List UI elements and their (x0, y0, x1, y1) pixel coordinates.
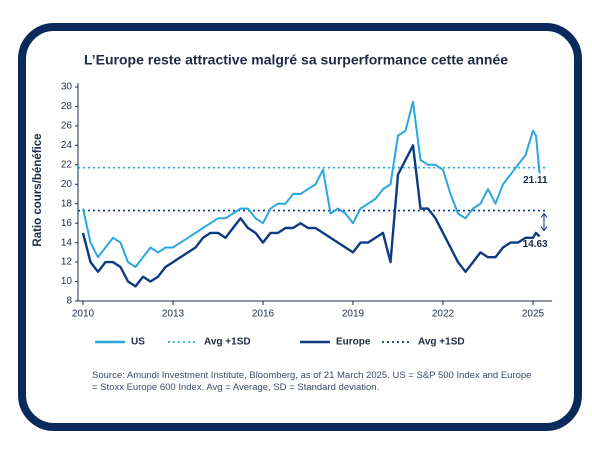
y-tick-label: 8 (66, 296, 72, 307)
legend-label: Europe (336, 337, 371, 348)
x-tick-label: 2022 (432, 309, 455, 320)
series-line (82, 100, 541, 268)
y-tick-label: 16 (61, 218, 73, 229)
x-tick-label: 2016 (252, 309, 275, 320)
y-tick-label: 24 (61, 140, 73, 151)
series-line (81, 144, 541, 288)
x-tick-label: 2013 (162, 309, 185, 320)
arrow-head (540, 212, 548, 218)
chart-title: L’Europe reste attractive malgré sa surp… (84, 52, 508, 68)
y-tick-label: 26 (61, 121, 73, 132)
y-tick-label: 22 (61, 159, 73, 170)
y-tick-label: 10 (61, 276, 73, 287)
end-label: 21.11 (523, 175, 548, 186)
y-axis-label: Ratio cours/bénéfice (32, 133, 44, 246)
y-tick-label: 28 (61, 101, 73, 112)
y-tick-label: 12 (61, 257, 73, 268)
x-tick-label: 2025 (522, 309, 545, 320)
legend-label: US (131, 337, 145, 348)
arrow-head (540, 226, 548, 232)
y-tick-label: 18 (61, 198, 73, 209)
legend-label: Avg +1SD (204, 337, 251, 348)
source-note: Source: Amundi Investment Institute, Blo… (92, 370, 532, 393)
x-tick-label: 2010 (72, 309, 95, 320)
end-label: 14.63 (523, 239, 548, 250)
x-tick-label: 2019 (342, 309, 365, 320)
y-tick-label: 30 (61, 82, 73, 93)
frame (18, 23, 582, 431)
legend-label: Avg +1SD (418, 337, 465, 348)
y-tick-label: 14 (61, 237, 73, 248)
y-tick-label: 20 (61, 179, 73, 190)
